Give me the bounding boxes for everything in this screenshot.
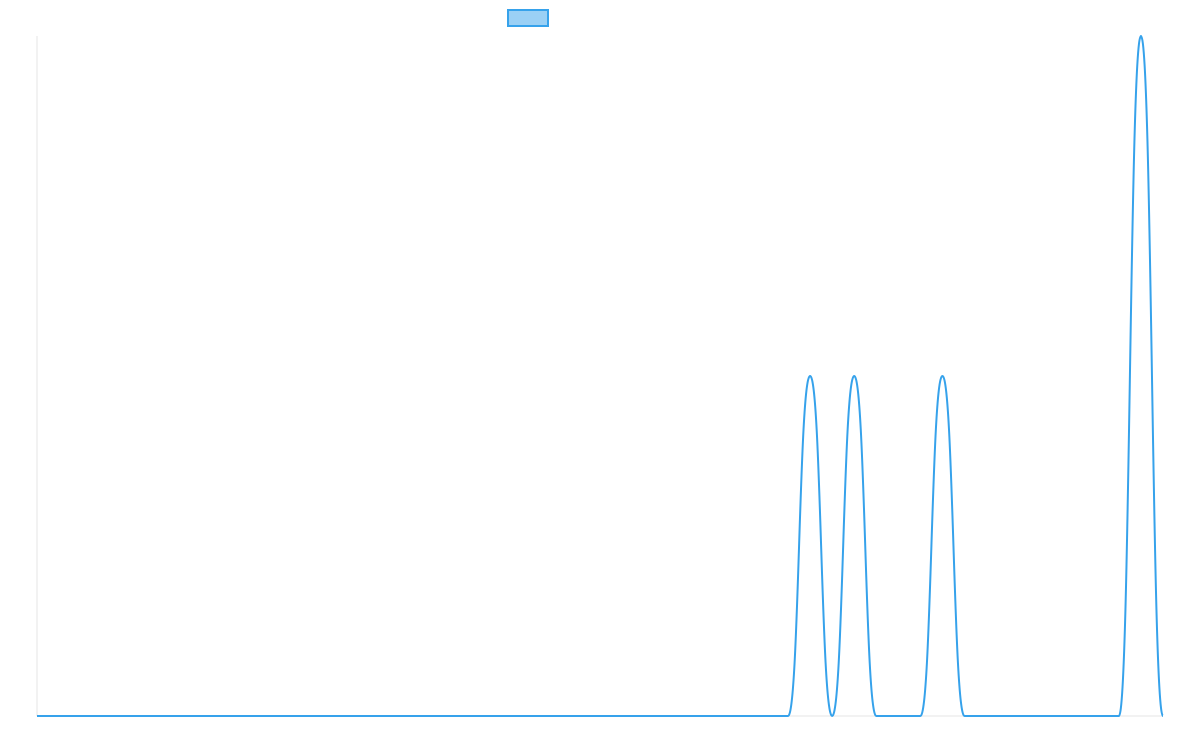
legend-swatch[interactable] (507, 9, 549, 27)
series-line-0 (37, 35, 1164, 717)
